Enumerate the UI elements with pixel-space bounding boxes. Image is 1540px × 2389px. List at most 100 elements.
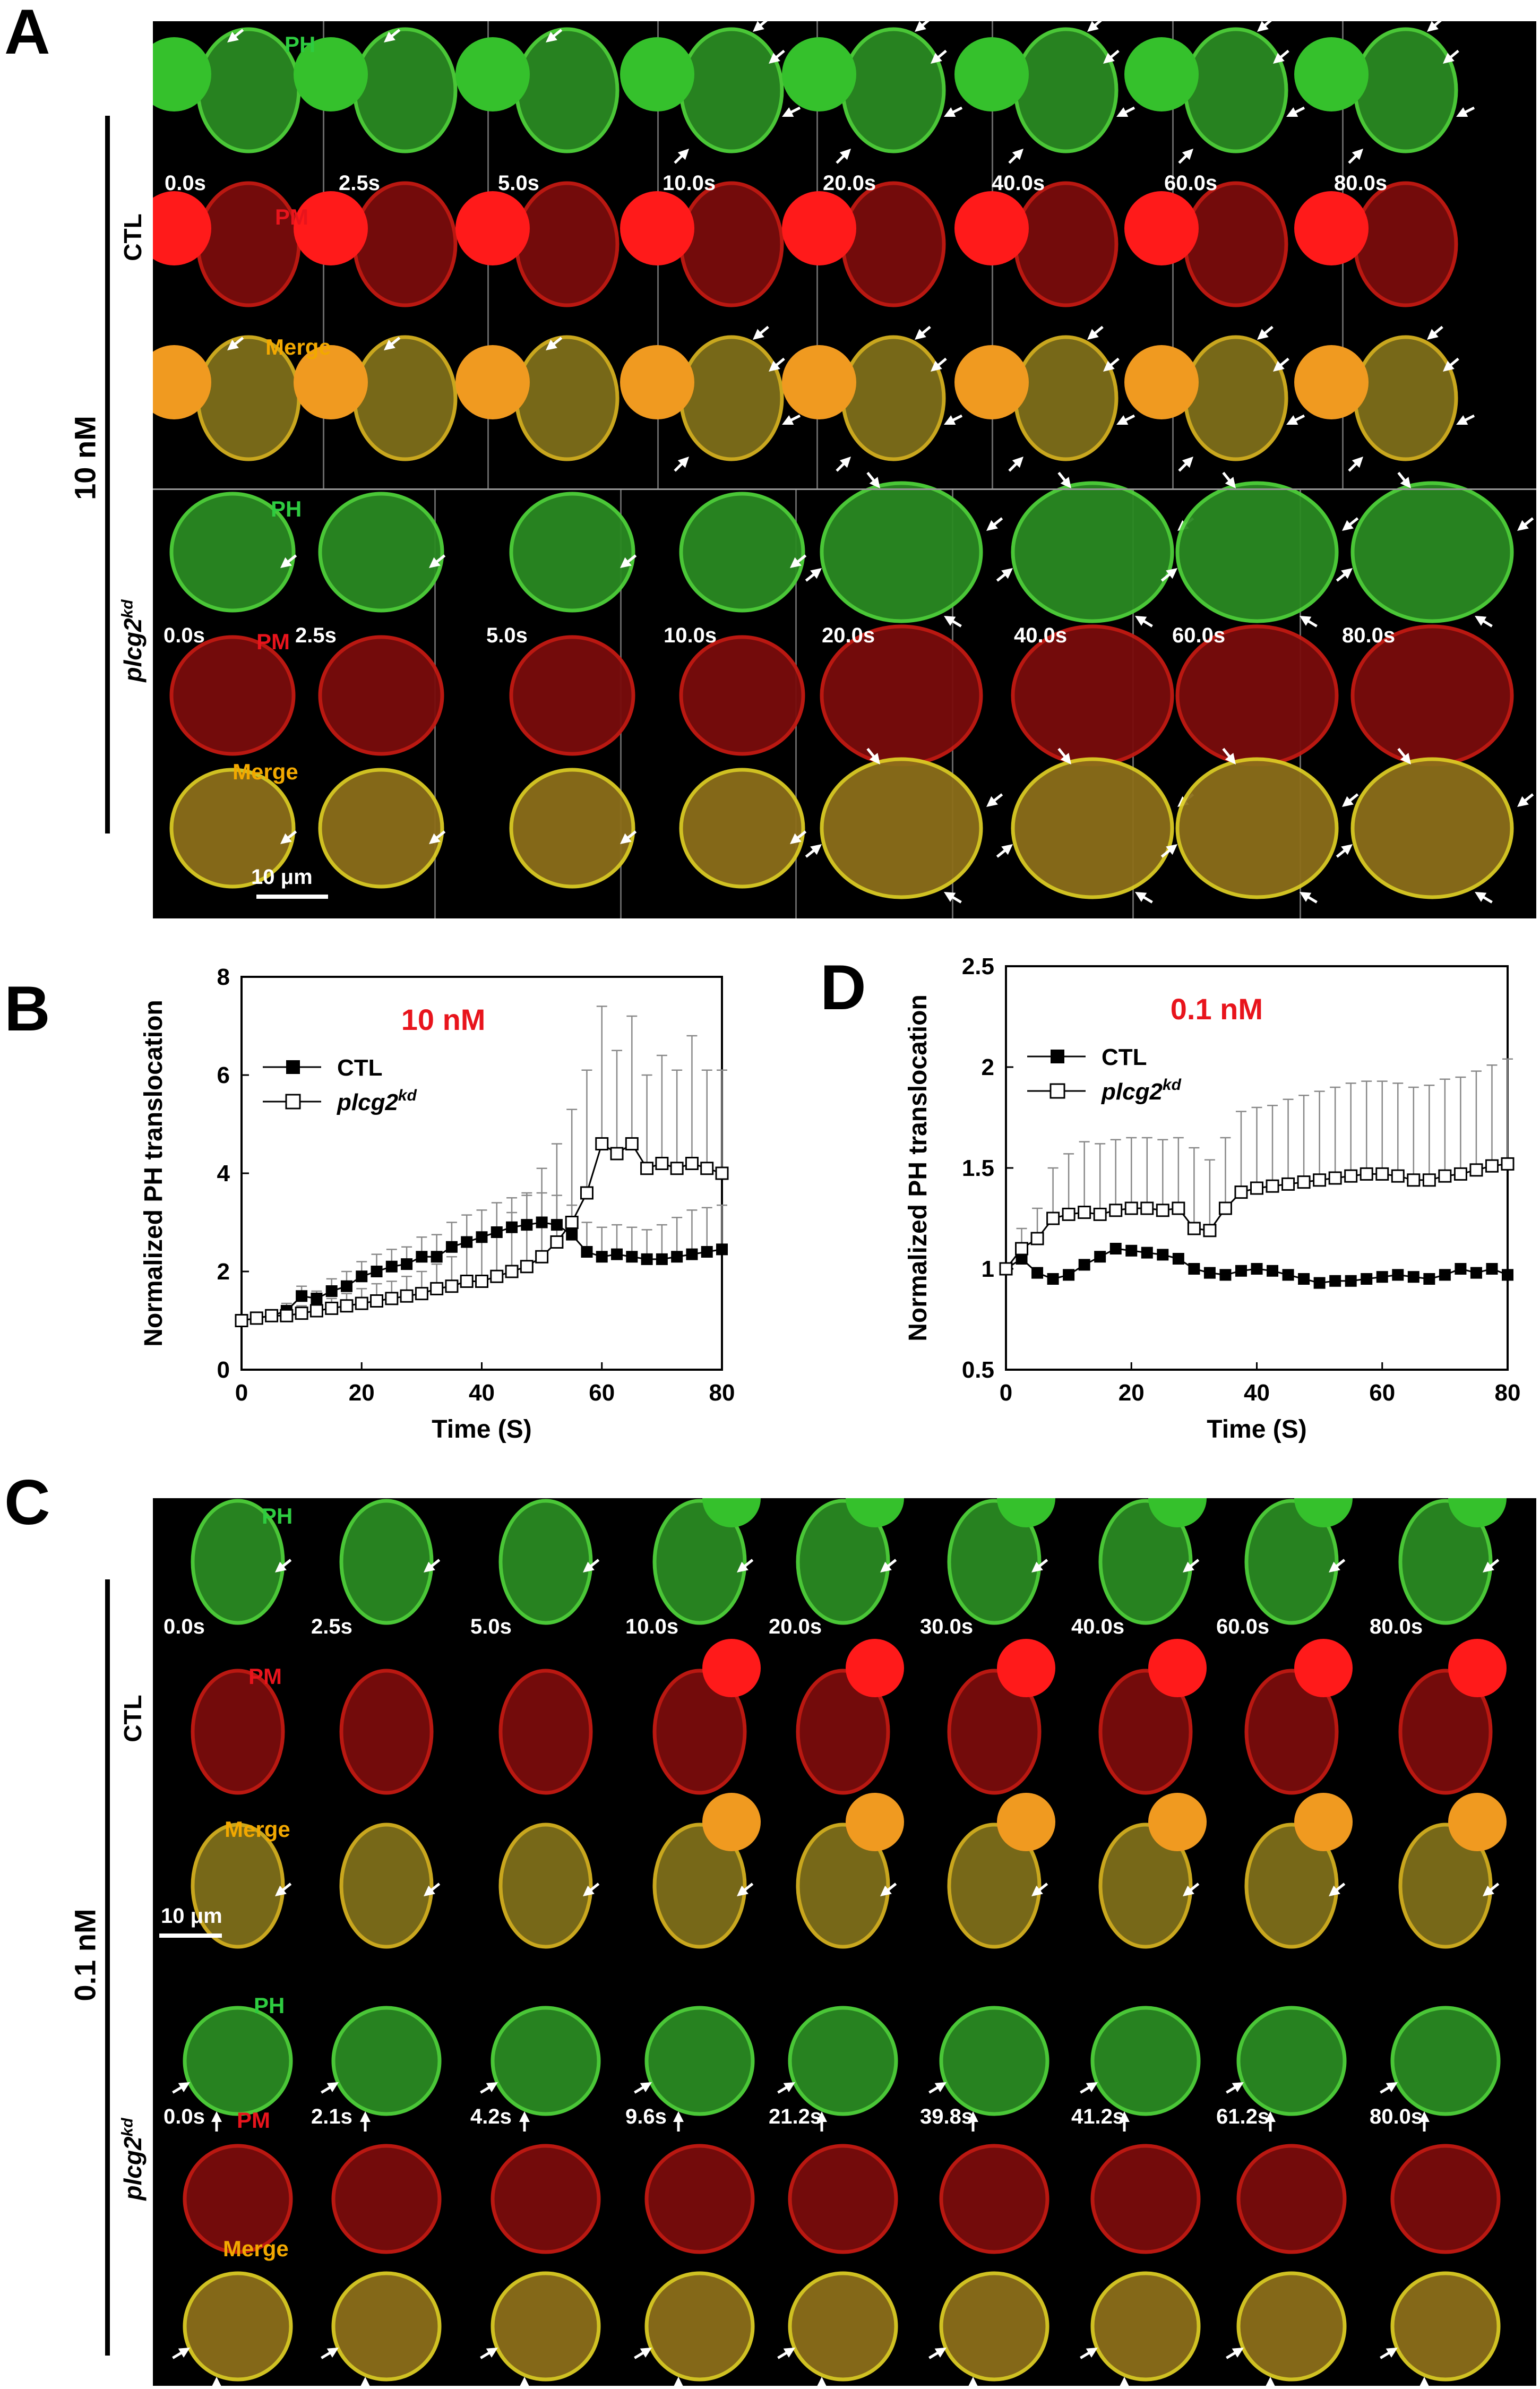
- cell-image: [352, 27, 458, 153]
- arrow-icon: [280, 830, 297, 844]
- y-axis-label: Normalized PH translocation: [904, 994, 932, 1341]
- arrow-icon: [866, 471, 880, 488]
- time-label: 4.2s: [470, 2105, 512, 2128]
- arrow-icon: [1300, 892, 1318, 904]
- micropipette-tip: [1124, 37, 1199, 111]
- ctl-point: [1423, 1273, 1435, 1285]
- plcg2kd-point: [655, 1157, 669, 1170]
- channel-label-pm: PM: [248, 1664, 282, 1689]
- micropipette-tip: [455, 191, 530, 265]
- cell-image: [514, 27, 620, 153]
- time-label: 60.0s: [1164, 171, 1218, 195]
- arrow-icon: [944, 414, 963, 425]
- arrow-icon: [674, 2377, 683, 2386]
- arrow-icon: [1135, 616, 1153, 628]
- cell-image: [1244, 1823, 1339, 1949]
- arrow-icon: [790, 554, 807, 568]
- arrow-icon: [1266, 2377, 1275, 2386]
- arrow-icon: [753, 325, 769, 340]
- ctl-point: [1031, 1267, 1044, 1279]
- chart-title: 10 nM: [401, 1003, 486, 1036]
- ctl-point: [1094, 1251, 1106, 1263]
- arrow-icon: [1286, 414, 1305, 425]
- legend-label-ctl: CTL: [337, 1055, 383, 1081]
- arrow-icon: [1160, 568, 1177, 582]
- arrow-icon: [1087, 21, 1102, 32]
- cell-image: [679, 492, 805, 613]
- plcg2kd-point: [295, 1307, 308, 1320]
- arrow-icon: [968, 2377, 978, 2386]
- cell-image: [820, 757, 983, 899]
- arrow-icon: [986, 517, 1003, 531]
- arrow-icon: [777, 2348, 795, 2359]
- channel-label-ph: PH: [262, 1503, 293, 1528]
- ctl-point: [1267, 1265, 1279, 1277]
- cell-image: [1390, 2271, 1501, 2382]
- channel-label-merge: Merge: [223, 2236, 289, 2261]
- time-label: 0.0s: [164, 624, 205, 647]
- plcg2kd-point: [385, 1292, 399, 1305]
- time-label: 0.0s: [165, 171, 206, 195]
- plcg2kd-point: [610, 1147, 624, 1161]
- cell-image: [1350, 757, 1514, 899]
- arrow-icon: [1178, 457, 1193, 472]
- arrow-icon: [1226, 2348, 1244, 2359]
- arrow-icon: [227, 29, 244, 42]
- ctl-point: [656, 1253, 668, 1265]
- micropipette-tip: [1294, 37, 1369, 111]
- time-label: 80.0s: [1370, 1615, 1423, 1638]
- arrow-icon: [211, 2111, 222, 2132]
- cell-image: [788, 2006, 898, 2116]
- plcg2kd-point: [1453, 1167, 1467, 1181]
- cell-image: [1353, 27, 1458, 153]
- ctl-point: [1141, 1247, 1153, 1259]
- ctl-point: [566, 1228, 578, 1241]
- plcg2kd-point: [1078, 1206, 1091, 1219]
- cell-image: [183, 2271, 293, 2382]
- arrow-icon: [777, 2082, 795, 2094]
- cell-image: [841, 27, 946, 153]
- plcg2kd-point: [1234, 1185, 1248, 1199]
- cell-image: [1390, 2144, 1501, 2254]
- panel-c-microscopy: 0.0s 2.5s 5.0s 10.0s 20.0s 30.0s 40.0s 6…: [153, 1498, 1536, 2386]
- cell-image: [1175, 757, 1339, 899]
- arrow-icon: [360, 2377, 370, 2386]
- arrow-icon: [944, 106, 963, 117]
- channel-label-ph: PH: [271, 496, 302, 521]
- cell-image: [1353, 335, 1458, 461]
- arrow-icon: [996, 568, 1013, 582]
- ctl-point: [1078, 1259, 1090, 1271]
- panel-a-microscopy: 0.0s 2.5s 5.0s 10.0s 20.0s 40.0s 60.0s 8…: [153, 21, 1536, 918]
- ctl-point: [491, 1226, 503, 1238]
- arrow-icon: [1265, 2111, 1276, 2132]
- micropipette-tip: [954, 37, 1029, 111]
- ctl-point: [356, 1270, 368, 1283]
- y-tick-label: 2: [982, 1054, 994, 1080]
- plcg2kd-point: [1015, 1242, 1029, 1256]
- x-tick-label: 0: [1000, 1380, 1012, 1406]
- cell-image: [1098, 1823, 1193, 1949]
- micropipette-tip: [997, 1639, 1055, 1697]
- cell-image: [331, 2144, 442, 2254]
- arrow-icon: [1380, 2348, 1398, 2359]
- arrow-icon: [1080, 2082, 1098, 2094]
- time-label: 80.0s: [1342, 624, 1396, 647]
- x-tick-label: 80: [709, 1380, 735, 1406]
- legend-marker-ctl: [1051, 1050, 1064, 1063]
- cell-image: [796, 1499, 890, 1625]
- micropipette-tip: [153, 345, 211, 419]
- arrow-icon: [1348, 149, 1363, 164]
- arrow-icon: [928, 2082, 947, 2094]
- micropipette-tip: [1124, 345, 1199, 419]
- plcg2kd-point: [580, 1186, 593, 1200]
- ctl-point: [1109, 1243, 1122, 1254]
- arrow-icon: [172, 2082, 190, 2094]
- plcg2kd-point: [1172, 1201, 1185, 1215]
- arrow-icon: [1397, 471, 1411, 488]
- ctl-point: [401, 1258, 413, 1270]
- channel-label-pm: PM: [275, 204, 308, 229]
- arrow-icon: [1103, 357, 1120, 372]
- arrow-icon: [429, 554, 446, 568]
- cell-image: [183, 2006, 293, 2116]
- legend-marker-plcg2kd: [1049, 1083, 1065, 1099]
